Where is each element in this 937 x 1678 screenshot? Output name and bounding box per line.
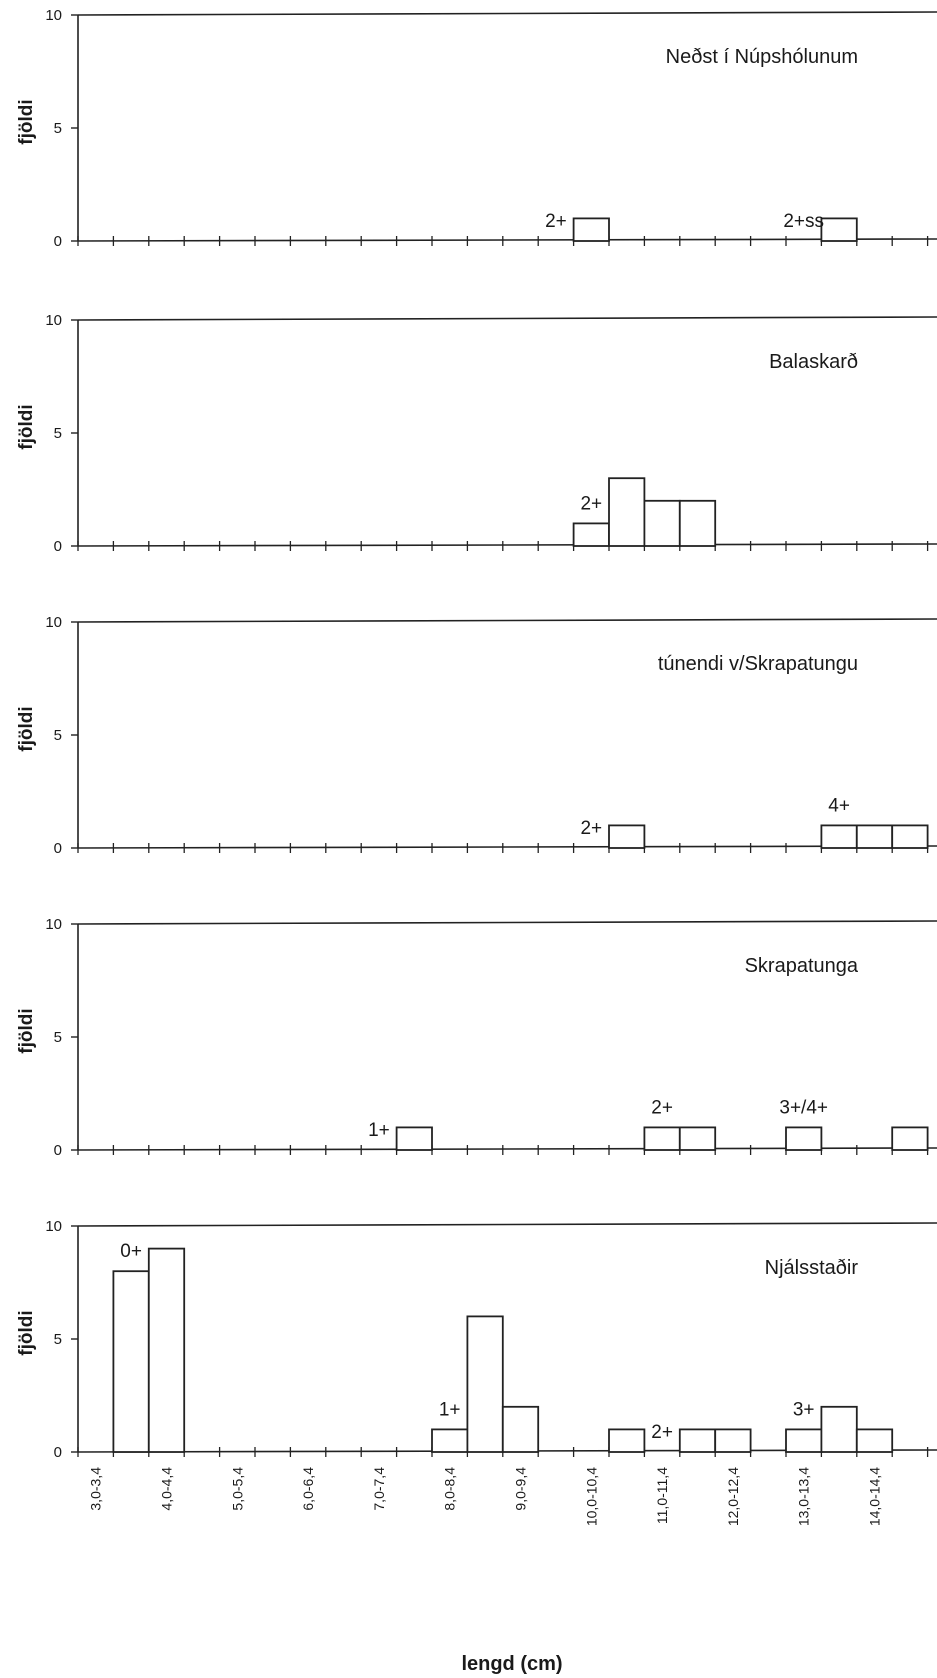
y-tick-label: 5: [54, 120, 62, 137]
x-tick-label: 13,0-13,4: [796, 1467, 812, 1526]
bar: [608, 1428, 646, 1453]
bar: [643, 1126, 681, 1151]
bar: [112, 1270, 150, 1453]
top-frame-line: [77, 11, 937, 16]
y-tick-label: 10: [45, 312, 62, 329]
age-class-label: 0+: [120, 1241, 142, 1262]
x-axis-line: [77, 845, 937, 849]
y-tick-label: 0: [54, 233, 62, 250]
bar: [501, 1405, 540, 1453]
bar: [820, 217, 858, 242]
bar: [678, 499, 717, 547]
bar: [572, 217, 610, 242]
panel-title: Neðst í Núpshólunum: [666, 46, 858, 68]
y-tick-label: 5: [54, 1029, 62, 1046]
y-axis-label: fjöldi: [16, 99, 37, 144]
panel-5: 0 5 10 fjöldi Njálsstaðir 0+ 1+ 2+ 3+: [16, 1218, 937, 1461]
y-tick-label: 10: [45, 1218, 62, 1235]
y-tick-label: 10: [45, 916, 62, 933]
age-class-label: 2+: [545, 211, 567, 232]
bar: [820, 824, 858, 849]
age-class-label: 3+/4+: [779, 1097, 828, 1118]
bar: [820, 1405, 858, 1453]
bar: [572, 522, 610, 547]
x-tick-label: 12,0-12,4: [725, 1467, 741, 1526]
x-tick-label: 10,0-10,4: [583, 1467, 599, 1526]
bar: [891, 824, 929, 849]
panel-1: 0 5 10 fjöldi Neðst í Núpshólunum 2+ 2+ss: [16, 7, 937, 250]
x-axis-label: lengd (cm): [461, 1653, 562, 1675]
top-frame-line: [77, 920, 937, 925]
bar: [608, 824, 646, 849]
y-axis-label: fjöldi: [16, 706, 37, 751]
panel-title: Skrapatunga: [745, 955, 859, 977]
bar: [466, 1315, 504, 1453]
bar: [147, 1247, 186, 1453]
y-tick-label: 0: [54, 1142, 62, 1159]
bar: [678, 1428, 717, 1453]
panel-title: túnendi v/Skrapatungu: [658, 653, 858, 675]
x-tick-labels-group: 3,0-3,4 4,0-4,4 5,0-5,4 6,0-6,4 7,0-7,4 8,0-8…: [88, 1467, 883, 1526]
x-tick-label: 3,0-3,4: [88, 1467, 104, 1511]
panel-3: 0 5 10 fjöldi túnendi v/Skrapatungu 2+ 4+: [16, 614, 937, 857]
y-tick-label: 0: [54, 1444, 62, 1461]
bar: [431, 1428, 469, 1453]
bar: [855, 1428, 894, 1453]
panel-4: 0 5 10 fjöldi Skrapatunga 1+ 2+ 3+/4+: [16, 916, 937, 1159]
y-tick-label: 5: [54, 1331, 62, 1348]
x-tick-label: 4,0-4,4: [159, 1467, 175, 1511]
age-class-label: 2+: [580, 818, 602, 839]
y-tick-label: 0: [54, 840, 62, 857]
age-class-label: 1+: [439, 1399, 461, 1420]
bar: [643, 499, 681, 547]
bar: [785, 1428, 823, 1453]
age-class-label: 2+: [651, 1422, 673, 1443]
bar: [785, 1126, 823, 1151]
x-tick-label: 5,0-5,4: [229, 1467, 245, 1511]
bar: [891, 1126, 929, 1151]
y-tick-label: 10: [45, 7, 62, 24]
top-frame-line: [77, 618, 937, 623]
y-axis-label: fjöldi: [16, 1008, 37, 1053]
y-axis-label: fjöldi: [16, 1310, 37, 1355]
top-frame-line: [77, 316, 937, 321]
age-class-label: 2+: [651, 1097, 673, 1118]
x-tick-label: 11,0-11,4: [654, 1467, 670, 1524]
x-tick-label: 8,0-8,4: [442, 1467, 458, 1511]
bar: [714, 1428, 752, 1453]
bar: [395, 1126, 433, 1151]
y-axis-label: fjöldi: [16, 404, 37, 449]
top-frame-line: [77, 1222, 937, 1227]
age-class-label: 2+: [580, 493, 602, 514]
x-tick-label: 9,0-9,4: [513, 1467, 529, 1511]
y-tick-label: 10: [45, 614, 62, 631]
y-tick-label: 5: [54, 425, 62, 442]
y-tick-label: 5: [54, 727, 62, 744]
bar: [855, 824, 894, 849]
bar: [678, 1126, 717, 1151]
x-axis-line: [77, 543, 937, 547]
panel-title: Balaskarð: [769, 351, 858, 373]
age-class-label: 4+: [828, 795, 850, 816]
age-class-label: 3+: [793, 1399, 815, 1420]
panel-title: Njálsstaðir: [765, 1257, 859, 1279]
x-tick-label: 14,0-14,4: [867, 1467, 883, 1526]
y-tick-label: 0: [54, 538, 62, 555]
x-axis-line: [77, 238, 937, 242]
age-class-label: 2+ss: [783, 211, 824, 232]
panel-2: 0 5 10 fjöldi Balaskarð 2+: [16, 312, 937, 555]
x-tick-label: 7,0-7,4: [371, 1467, 387, 1511]
age-class-label: 1+: [368, 1120, 390, 1141]
x-tick-label: 6,0-6,4: [300, 1467, 316, 1511]
panels-group: 0 5 10 fjöldi Neðst í Núpshólunum 2+ 2+ss 0 5 10 f…: [16, 7, 937, 1461]
bar: [608, 477, 646, 547]
